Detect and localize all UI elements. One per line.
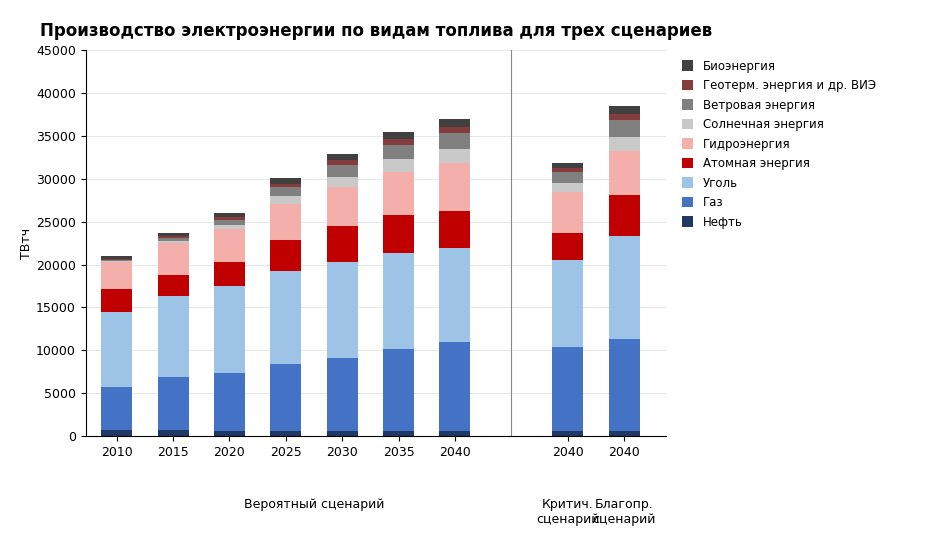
Bar: [158, 243, 188, 275]
Bar: [440, 163, 470, 211]
Bar: [383, 132, 414, 139]
Bar: [440, 342, 470, 431]
Bar: [270, 196, 302, 203]
Bar: [214, 373, 245, 431]
Bar: [101, 387, 132, 430]
Title: Производство электроэнергии по видам топлива для трех сценариев: Производство электроэнергии по видам топ…: [40, 22, 712, 40]
Legend: Биоэнергия, Геотерм. энергия и др. ВИЭ, Ветровая энергия, Солнечная энергия, Гид: Биоэнергия, Геотерм. энергия и др. ВИЭ, …: [678, 56, 880, 232]
Bar: [552, 431, 584, 436]
Bar: [383, 139, 414, 145]
Bar: [214, 286, 245, 373]
Bar: [440, 134, 470, 149]
Bar: [608, 195, 640, 236]
Bar: [270, 178, 302, 183]
Bar: [158, 236, 188, 239]
Bar: [383, 253, 414, 349]
Text: Вероятный сценарий: Вероятный сценарий: [244, 498, 385, 511]
Bar: [327, 226, 358, 262]
Bar: [608, 431, 640, 436]
Bar: [158, 241, 188, 243]
Bar: [383, 349, 414, 431]
Bar: [608, 236, 640, 339]
Bar: [214, 229, 245, 262]
Bar: [327, 177, 358, 187]
Y-axis label: ТВтч: ТВтч: [20, 228, 33, 259]
Bar: [214, 262, 245, 286]
Bar: [440, 431, 470, 436]
Bar: [552, 260, 584, 347]
Bar: [101, 261, 132, 262]
Bar: [383, 431, 414, 436]
Bar: [552, 233, 584, 260]
Bar: [608, 106, 640, 113]
Bar: [440, 149, 470, 163]
Bar: [101, 262, 132, 290]
Bar: [383, 215, 414, 253]
Bar: [327, 431, 358, 436]
Bar: [552, 168, 584, 172]
Bar: [101, 312, 132, 387]
Bar: [327, 160, 358, 165]
Bar: [327, 262, 358, 358]
Bar: [214, 213, 245, 216]
Bar: [383, 159, 414, 172]
Bar: [327, 154, 358, 160]
Bar: [158, 296, 188, 377]
Bar: [608, 151, 640, 195]
Bar: [270, 187, 302, 196]
Bar: [158, 430, 188, 436]
Bar: [158, 377, 188, 430]
Bar: [440, 248, 470, 342]
Bar: [552, 172, 584, 183]
Bar: [608, 137, 640, 151]
Bar: [552, 192, 584, 233]
Bar: [327, 187, 358, 226]
Bar: [440, 211, 470, 248]
Bar: [383, 145, 414, 159]
Bar: [101, 257, 132, 259]
Bar: [158, 239, 188, 241]
Bar: [214, 220, 245, 225]
Bar: [101, 290, 132, 312]
Bar: [270, 240, 302, 271]
Text: Критич.
сценарий: Критич. сценарий: [536, 498, 600, 525]
Bar: [270, 203, 302, 240]
Bar: [270, 183, 302, 187]
Bar: [214, 431, 245, 436]
Bar: [158, 233, 188, 236]
Bar: [101, 430, 132, 436]
Bar: [214, 225, 245, 229]
Bar: [608, 120, 640, 137]
Bar: [552, 163, 584, 168]
Bar: [270, 271, 302, 364]
Bar: [608, 113, 640, 120]
Bar: [158, 275, 188, 296]
Bar: [214, 216, 245, 220]
Bar: [101, 260, 132, 261]
Bar: [270, 431, 302, 436]
Bar: [101, 259, 132, 260]
Bar: [327, 165, 358, 177]
Bar: [270, 364, 302, 431]
Bar: [327, 358, 358, 431]
Bar: [440, 119, 470, 127]
Bar: [383, 172, 414, 215]
Bar: [552, 183, 584, 192]
Text: Благопр.
сценарий: Благопр. сценарий: [592, 498, 656, 525]
Bar: [552, 347, 584, 431]
Bar: [608, 339, 640, 431]
Bar: [440, 127, 470, 134]
